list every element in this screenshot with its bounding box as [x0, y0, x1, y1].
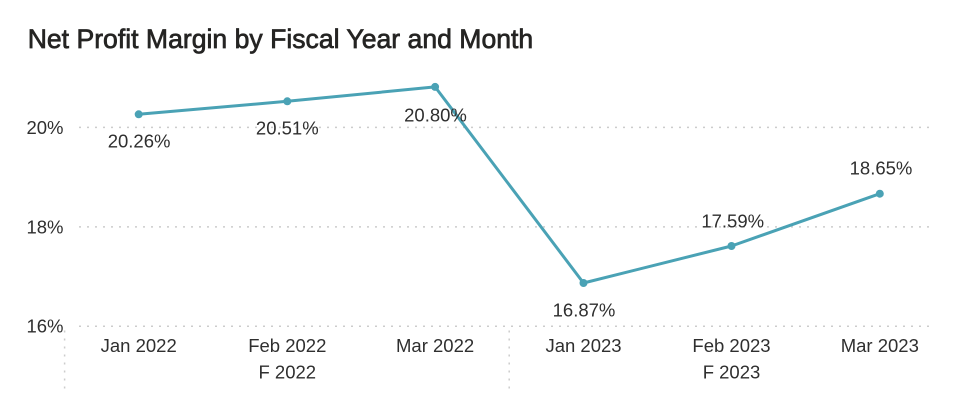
- svg-text:Feb 2023: Feb 2023: [692, 335, 770, 356]
- svg-text:Jan 2022: Jan 2022: [101, 335, 177, 356]
- svg-text:F 2023: F 2023: [703, 361, 761, 382]
- svg-text:Feb 2022: Feb 2022: [248, 335, 326, 356]
- svg-text:F 2022: F 2022: [258, 361, 316, 382]
- svg-text:20.26%: 20.26%: [108, 131, 171, 152]
- svg-text:16%: 16%: [26, 316, 63, 337]
- svg-text:18.65%: 18.65%: [850, 157, 913, 178]
- svg-text:16.87%: 16.87%: [553, 300, 616, 321]
- svg-text:Mar 2022: Mar 2022: [396, 335, 474, 356]
- svg-text:20.80%: 20.80%: [404, 105, 467, 126]
- svg-text:Mar 2023: Mar 2023: [841, 335, 919, 356]
- svg-text:20%: 20%: [26, 117, 63, 138]
- svg-text:Jan 2023: Jan 2023: [545, 335, 621, 356]
- svg-text:17.59%: 17.59%: [701, 210, 764, 231]
- svg-text:20.51%: 20.51%: [256, 118, 319, 139]
- svg-text:18%: 18%: [26, 217, 63, 238]
